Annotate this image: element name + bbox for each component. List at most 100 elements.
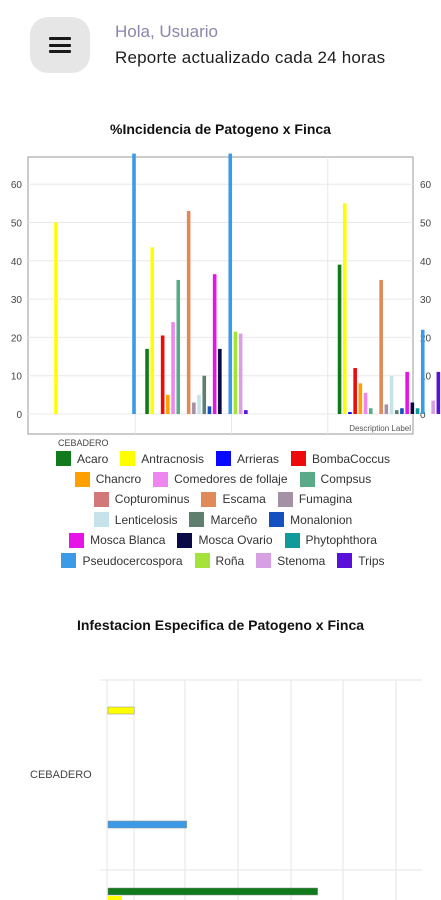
legend-swatch [120, 451, 136, 467]
hamburger-menu-icon [49, 37, 71, 53]
bar-compsus [368, 408, 373, 414]
y-tick-label-left: 10 [11, 372, 23, 383]
legend-item-trips: Trips [337, 551, 385, 570]
legend-label: Antracnosis [141, 451, 204, 466]
legend-label: Pseudocercospora [82, 553, 183, 568]
legend-item-chancro: Chancro [74, 469, 142, 488]
bar-lenticelosis [197, 394, 201, 414]
legend-item-arrieras: Arrieras [216, 449, 279, 468]
legend-swatch [216, 451, 231, 467]
legend-item-bombacoccus: BombaCoccus [291, 449, 390, 468]
legend-swatch [299, 471, 315, 487]
y-tick-label-right: 50 [420, 219, 432, 230]
bar-marceno [394, 410, 399, 414]
bar-fumagina [384, 404, 389, 414]
y-tick-label-left: 20 [11, 333, 23, 344]
y-tick-label-right: 0 [420, 410, 426, 421]
legend-label: Arrieras [237, 451, 280, 466]
bar-chancro [166, 394, 170, 414]
legend-item-acaro: Acaro [55, 449, 108, 468]
legend-swatch [277, 491, 293, 507]
bar-chancro [358, 383, 363, 414]
bar-mosca-ovario [218, 348, 222, 414]
y-tick-label-right: 60 [420, 180, 432, 191]
legend-swatch [194, 553, 210, 569]
legend-label: Fumagina [298, 492, 353, 507]
legend-label: Stenoma [277, 553, 326, 568]
hbar-antracnosis [107, 706, 135, 715]
bar-monalonion [207, 406, 212, 414]
legend-swatch [61, 553, 77, 569]
legend-item-pseudocercospora: Pseudocercospora [61, 551, 183, 570]
legend-swatch [74, 471, 90, 487]
legend-swatch [256, 553, 272, 569]
legend-label: Marceño [210, 512, 258, 527]
legend-item-marceno: Marceño [189, 510, 257, 529]
chart-description-label: Description Label [349, 424, 411, 433]
bar-monalonion [400, 408, 404, 414]
bar-antracnosis [54, 222, 58, 414]
legend-label: Phytophthora [305, 533, 377, 548]
legend-label: Lenticelosis [114, 512, 178, 527]
legend-label: Comedores de follaje [174, 472, 288, 487]
hbar-pseudocercospora [107, 820, 187, 829]
chart-plot-border [27, 156, 414, 435]
incidence-chart-title: %Incidencia de Patogeno x Finca [110, 121, 331, 137]
bar-trips [244, 410, 248, 414]
bar-trips [436, 371, 441, 414]
y-tick-label-left: 60 [11, 180, 23, 191]
bar-mosca-ovario [410, 402, 415, 414]
bar-escama [186, 211, 191, 414]
y-tick-label-right: 30 [420, 295, 432, 306]
legend-label: Monalonion [290, 512, 353, 527]
legend-item-antracnosis: Antracnosis [120, 449, 204, 468]
hbar-antracnosis-next [108, 896, 122, 900]
legend-item-copturominus: Copturominus [93, 490, 190, 509]
y-tick-label-right: 20 [420, 333, 432, 344]
legend-swatch [269, 512, 285, 528]
bar-phytophthora [415, 408, 420, 414]
legend-item-fumagina: Fumagina [277, 490, 353, 509]
legend-label: Mosca Ovario [198, 533, 273, 548]
legend-item-mosca-blanca: Mosca Blanca [69, 531, 165, 550]
bar-pseudocercospora [228, 153, 233, 414]
greeting-text: Hola, Usuario [115, 22, 218, 41]
legend-label: Chancro [95, 472, 142, 487]
bar-pseudocercospora [132, 153, 136, 414]
legend-label: Copturominus [114, 492, 190, 507]
legend-item-rona: Roña [194, 551, 245, 570]
legend-label: Roña [215, 553, 245, 568]
legend-label: BombaCoccus [312, 451, 391, 466]
infestation-bar-chart: CEBADERO [30, 679, 422, 900]
y-tick-label-left: 50 [11, 219, 23, 230]
legend-item-monalonion: Monalonion [269, 510, 352, 529]
infestation-chart-title: Infestacion Especifica de Patogeno x Fin… [76, 617, 365, 633]
bar-acaro [337, 264, 342, 414]
bar-marceno [202, 375, 207, 414]
legend-swatch [291, 451, 307, 467]
bar-pseudocercospora [420, 329, 425, 414]
y-category-label: CEBADERO [30, 769, 92, 781]
legend-swatch [284, 532, 300, 548]
legend-label: Compsus [320, 472, 372, 487]
x-category-label: CEBADERO [58, 438, 109, 446]
incidence-chart-legend: Acaro Antracnosis Arrieras BombaCoccus Chanc… [40, 449, 406, 570]
bar-bombacoccus [353, 368, 357, 414]
legend-label: Mosca Blanca [90, 533, 166, 548]
legend-swatch [93, 491, 109, 507]
bar-acaro [145, 348, 149, 414]
legend-swatch [55, 451, 71, 467]
bar-fumagina [192, 402, 196, 414]
legend-swatch [177, 532, 193, 548]
legend-label: Trips [358, 553, 385, 568]
menu-button[interactable] [30, 17, 90, 73]
legend-item-mosca-ovario: Mosca Ovario [177, 531, 273, 550]
bar-mosca-blanca [405, 371, 409, 414]
y-tick-label-left: 30 [11, 295, 23, 306]
incidence-bar-chart: 0 0 10 10 20 20 30 30 40 40 50 50 60 60 CEBADERO Descri… [11, 153, 441, 446]
bar-antracnosis [150, 247, 155, 414]
legend-swatch [337, 553, 353, 569]
legend-item-stenoma: Stenoma [256, 551, 325, 570]
bar-comedores-de-follaje [171, 322, 175, 414]
legend-swatch [189, 512, 205, 528]
